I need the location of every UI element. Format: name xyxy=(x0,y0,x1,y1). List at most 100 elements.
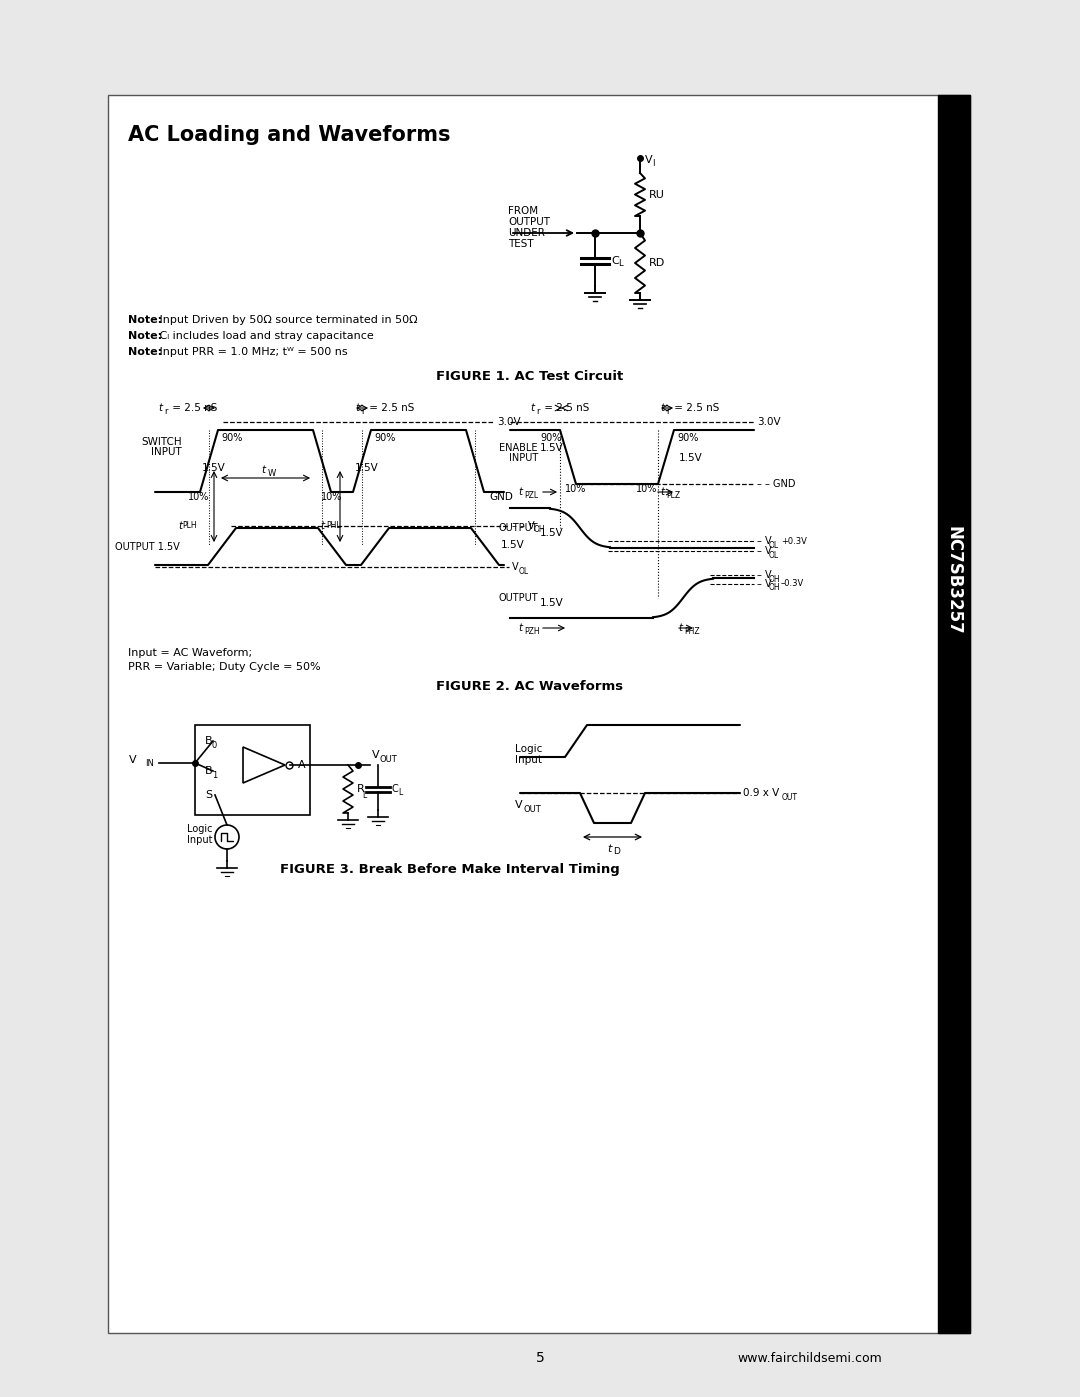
Text: = 2.5 nS: = 2.5 nS xyxy=(168,402,217,414)
Text: OL: OL xyxy=(769,550,779,560)
Text: Note:: Note: xyxy=(129,346,162,358)
Text: 1.5V: 1.5V xyxy=(679,453,703,462)
Text: V: V xyxy=(372,750,380,760)
Bar xyxy=(195,725,310,814)
Text: OL: OL xyxy=(519,567,529,576)
Text: 90%: 90% xyxy=(374,433,395,443)
Text: OUT: OUT xyxy=(523,805,541,813)
Text: OUTPUT: OUTPUT xyxy=(508,217,550,226)
Text: Input: Input xyxy=(187,835,213,845)
Text: +0.3V: +0.3V xyxy=(781,536,807,545)
Text: FIGURE 3. Break Before Make Interval Timing: FIGURE 3. Break Before Make Interval Tim… xyxy=(280,863,620,876)
Text: 1: 1 xyxy=(212,771,217,780)
Text: t: t xyxy=(518,488,522,497)
Text: FIGURE 1. AC Test Circuit: FIGURE 1. AC Test Circuit xyxy=(436,369,623,383)
Text: – V: – V xyxy=(757,546,771,556)
Text: 1.5V: 1.5V xyxy=(202,462,226,474)
Text: NC7SB3257: NC7SB3257 xyxy=(945,525,963,634)
Text: PHL: PHL xyxy=(326,521,340,531)
Text: I: I xyxy=(652,158,654,168)
Text: r: r xyxy=(666,407,670,415)
Text: 3.0V: 3.0V xyxy=(497,416,521,427)
Text: Input Driven by 50Ω source terminated in 50Ω: Input Driven by 50Ω source terminated in… xyxy=(156,314,418,326)
Text: Cₗ includes load and stray capacitance: Cₗ includes load and stray capacitance xyxy=(156,331,374,341)
Text: t: t xyxy=(518,623,522,633)
Text: OUT: OUT xyxy=(782,792,798,802)
Text: = 2.5 nS: = 2.5 nS xyxy=(366,402,415,414)
Text: PZH: PZH xyxy=(524,626,540,636)
Text: t: t xyxy=(660,402,664,414)
Text: OUTPUT: OUTPUT xyxy=(498,522,538,534)
Text: PLH: PLH xyxy=(183,521,197,531)
Text: www.fairchildsemi.com: www.fairchildsemi.com xyxy=(738,1351,882,1365)
Text: S: S xyxy=(205,789,212,800)
Text: t: t xyxy=(178,521,183,531)
Text: GND: GND xyxy=(489,492,513,502)
Text: PLZ: PLZ xyxy=(666,490,680,500)
Text: t: t xyxy=(158,402,162,414)
Text: – – V: – – V xyxy=(512,521,535,531)
Text: OUT: OUT xyxy=(380,754,397,764)
Text: – V: – V xyxy=(757,578,771,590)
Text: Note:: Note: xyxy=(129,314,162,326)
Text: 10%: 10% xyxy=(636,483,658,495)
Text: 0.9 x V: 0.9 x V xyxy=(743,788,780,798)
Text: 1.5V: 1.5V xyxy=(501,541,525,550)
Text: Note:: Note: xyxy=(129,331,162,341)
Text: t: t xyxy=(320,521,324,531)
Text: 90%: 90% xyxy=(677,433,699,443)
Text: RU: RU xyxy=(649,190,665,200)
Text: 10%: 10% xyxy=(188,492,210,502)
Text: r: r xyxy=(164,407,167,415)
Text: FIGURE 2. AC Waveforms: FIGURE 2. AC Waveforms xyxy=(436,680,623,693)
Text: 1.5V: 1.5V xyxy=(540,598,564,608)
Text: –0.3V: –0.3V xyxy=(781,580,805,588)
Text: OL: OL xyxy=(769,541,779,549)
Text: PZL: PZL xyxy=(524,490,538,500)
Text: Input: Input xyxy=(515,754,542,766)
Text: = 2.5 nS: = 2.5 nS xyxy=(541,402,590,414)
Bar xyxy=(108,95,970,1333)
Text: L: L xyxy=(399,788,402,798)
Text: W: W xyxy=(268,468,275,478)
Text: – V: – V xyxy=(757,536,771,546)
Text: 1.5V: 1.5V xyxy=(355,462,379,474)
Text: t: t xyxy=(678,623,683,633)
Text: 0: 0 xyxy=(212,740,217,750)
Text: AC Loading and Waveforms: AC Loading and Waveforms xyxy=(129,124,450,145)
Text: B: B xyxy=(205,766,213,775)
Text: PRR = Variable; Duty Cycle = 50%: PRR = Variable; Duty Cycle = 50% xyxy=(129,662,321,672)
Text: OH: OH xyxy=(769,574,781,584)
Bar xyxy=(939,95,970,1333)
Text: 5: 5 xyxy=(536,1351,544,1365)
Text: 1.5V: 1.5V xyxy=(540,528,564,538)
Text: t: t xyxy=(660,488,664,497)
Text: ENABLE: ENABLE xyxy=(499,443,538,453)
Text: – – GND: – – GND xyxy=(757,479,796,489)
Text: Logic: Logic xyxy=(187,824,213,834)
Text: 90%: 90% xyxy=(221,433,242,443)
Text: R: R xyxy=(357,784,365,793)
Text: V: V xyxy=(645,155,652,165)
Text: INPUT: INPUT xyxy=(509,453,538,462)
Text: V: V xyxy=(130,754,137,766)
Text: D: D xyxy=(613,848,620,856)
Text: A: A xyxy=(298,760,306,770)
Text: Input PRR = 1.0 MHz; tᵂ = 500 ns: Input PRR = 1.0 MHz; tᵂ = 500 ns xyxy=(156,346,348,358)
Text: V: V xyxy=(512,562,518,571)
Text: t: t xyxy=(530,402,535,414)
Text: t: t xyxy=(607,844,612,854)
Text: SWITCH: SWITCH xyxy=(141,437,183,447)
Text: V: V xyxy=(515,800,523,810)
Text: t: t xyxy=(355,402,360,414)
Text: 3.0V: 3.0V xyxy=(757,416,781,427)
Text: 10%: 10% xyxy=(321,492,342,502)
Text: 1.5V: 1.5V xyxy=(540,443,564,453)
Text: = 2.5 nS: = 2.5 nS xyxy=(671,402,719,414)
Text: OUTPUT 1.5V: OUTPUT 1.5V xyxy=(116,542,180,552)
Text: r: r xyxy=(361,407,365,415)
Text: 90%: 90% xyxy=(540,433,562,443)
Text: L: L xyxy=(618,260,623,268)
Text: OH: OH xyxy=(769,584,781,592)
Text: INPUT: INPUT xyxy=(151,447,183,457)
